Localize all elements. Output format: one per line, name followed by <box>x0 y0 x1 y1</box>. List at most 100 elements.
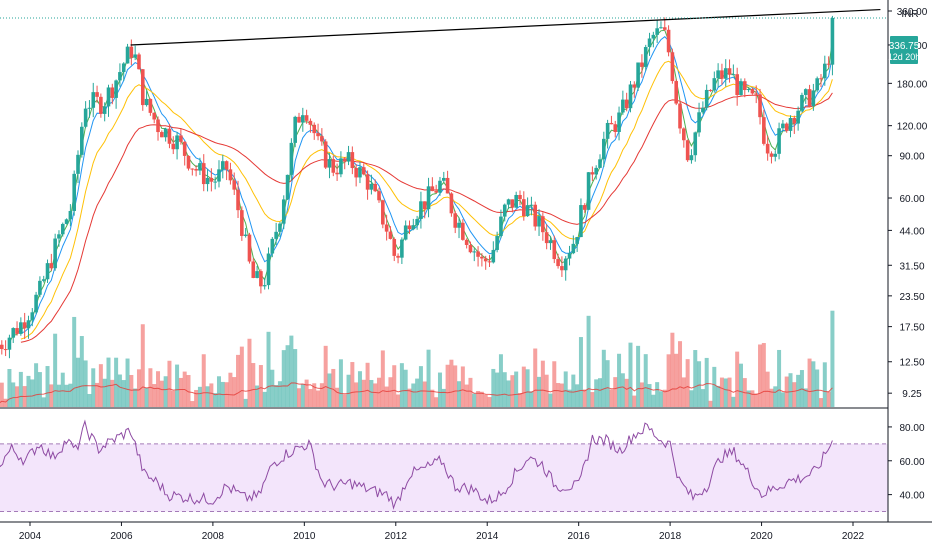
candle-body <box>327 159 332 168</box>
candle-body <box>506 199 511 205</box>
volume-bar <box>453 365 458 407</box>
candle-body <box>544 232 549 244</box>
currency-label: INR <box>901 9 918 20</box>
volume-bar <box>479 391 484 407</box>
candle-body <box>11 328 16 338</box>
price-badge-bg <box>890 36 918 64</box>
candle-body <box>666 29 671 53</box>
candle-body <box>571 243 576 254</box>
volume-bar <box>186 375 191 407</box>
candle-body <box>80 126 84 155</box>
volume-bar <box>178 377 183 407</box>
candle-body <box>30 312 35 321</box>
time-tick-label: 2010 <box>293 531 316 542</box>
candle-body <box>461 222 465 240</box>
candle-body <box>495 236 499 250</box>
candle-body <box>400 239 404 258</box>
candle-body <box>491 249 496 263</box>
candle-body <box>381 200 385 225</box>
volume-bar <box>197 386 202 407</box>
volume-bar <box>7 369 12 407</box>
volume-bar <box>384 386 389 407</box>
volume-bar <box>289 335 294 407</box>
candle-body <box>803 89 808 95</box>
candle-body <box>693 132 698 156</box>
candle-body <box>586 172 591 210</box>
volume-bar <box>559 383 564 407</box>
volume-bar <box>369 379 374 407</box>
price-tick-label: 9.25 <box>902 389 922 400</box>
candle-body <box>609 122 614 125</box>
volume-bar <box>796 374 801 407</box>
candle-body <box>422 201 427 210</box>
price-tick-label: 12.50 <box>899 358 924 369</box>
candle-body <box>742 81 747 91</box>
candle-body <box>636 62 640 88</box>
volume-bar <box>773 386 778 407</box>
volume-bar <box>445 364 450 407</box>
volume-bar <box>632 395 637 407</box>
volume-bar <box>460 366 465 407</box>
candle-body <box>251 261 256 278</box>
candle-body <box>480 256 484 259</box>
candle-body <box>289 142 294 175</box>
candle-body <box>339 158 343 175</box>
candle-body <box>529 204 534 206</box>
volume-bar <box>586 315 591 407</box>
volume-bar <box>567 389 572 407</box>
candle-body <box>419 201 423 220</box>
volume-bar <box>338 359 343 407</box>
candle-body <box>582 205 587 210</box>
volume-bar <box>373 383 378 407</box>
volume-bar <box>613 377 618 407</box>
candle-body <box>701 107 705 113</box>
volume-bar <box>529 391 534 407</box>
candle-body <box>522 199 526 217</box>
candle-body <box>179 135 183 142</box>
rsi-line <box>0 419 833 510</box>
volume-bar <box>822 362 827 407</box>
volume-bar <box>300 384 305 407</box>
time-tick-label: 2008 <box>202 531 225 542</box>
volume-bar <box>468 377 473 407</box>
candle-body <box>247 234 252 262</box>
trendline[interactable] <box>130 8 881 46</box>
candle-body <box>228 169 233 181</box>
candle-body <box>236 189 240 211</box>
volume-bar <box>514 371 519 407</box>
volume-bar <box>483 394 488 407</box>
time-tick-label: 2006 <box>110 531 133 542</box>
candle-body <box>377 191 381 201</box>
candle-body <box>548 240 553 244</box>
candle-body <box>53 238 57 269</box>
volume-bar <box>152 384 157 407</box>
candle-body <box>110 87 115 98</box>
candle-body <box>556 259 560 267</box>
candle-body <box>662 27 667 30</box>
candle-body <box>659 27 663 29</box>
volume-bar <box>716 385 721 407</box>
volume-bar <box>190 401 195 407</box>
candle-body <box>449 193 454 214</box>
candle-body <box>411 225 416 230</box>
volume-bar <box>72 316 77 407</box>
candle-body <box>579 205 583 238</box>
volume-bar <box>651 394 656 407</box>
ma-line-ema_long <box>20 92 833 343</box>
candle-body <box>815 78 819 91</box>
volume-bar <box>510 375 515 407</box>
candle-body <box>502 204 507 217</box>
volume-bar <box>110 379 115 407</box>
volume-bar <box>601 349 606 407</box>
candle-body <box>358 167 362 178</box>
candle-body <box>201 163 206 185</box>
volume-bar <box>399 363 404 407</box>
candle-body <box>819 78 823 80</box>
volume-bar <box>548 393 553 407</box>
volume-bar <box>243 398 248 407</box>
candle-body <box>262 285 267 287</box>
candle-body <box>34 294 38 313</box>
candle-body <box>274 231 278 239</box>
candle-body <box>121 63 126 73</box>
